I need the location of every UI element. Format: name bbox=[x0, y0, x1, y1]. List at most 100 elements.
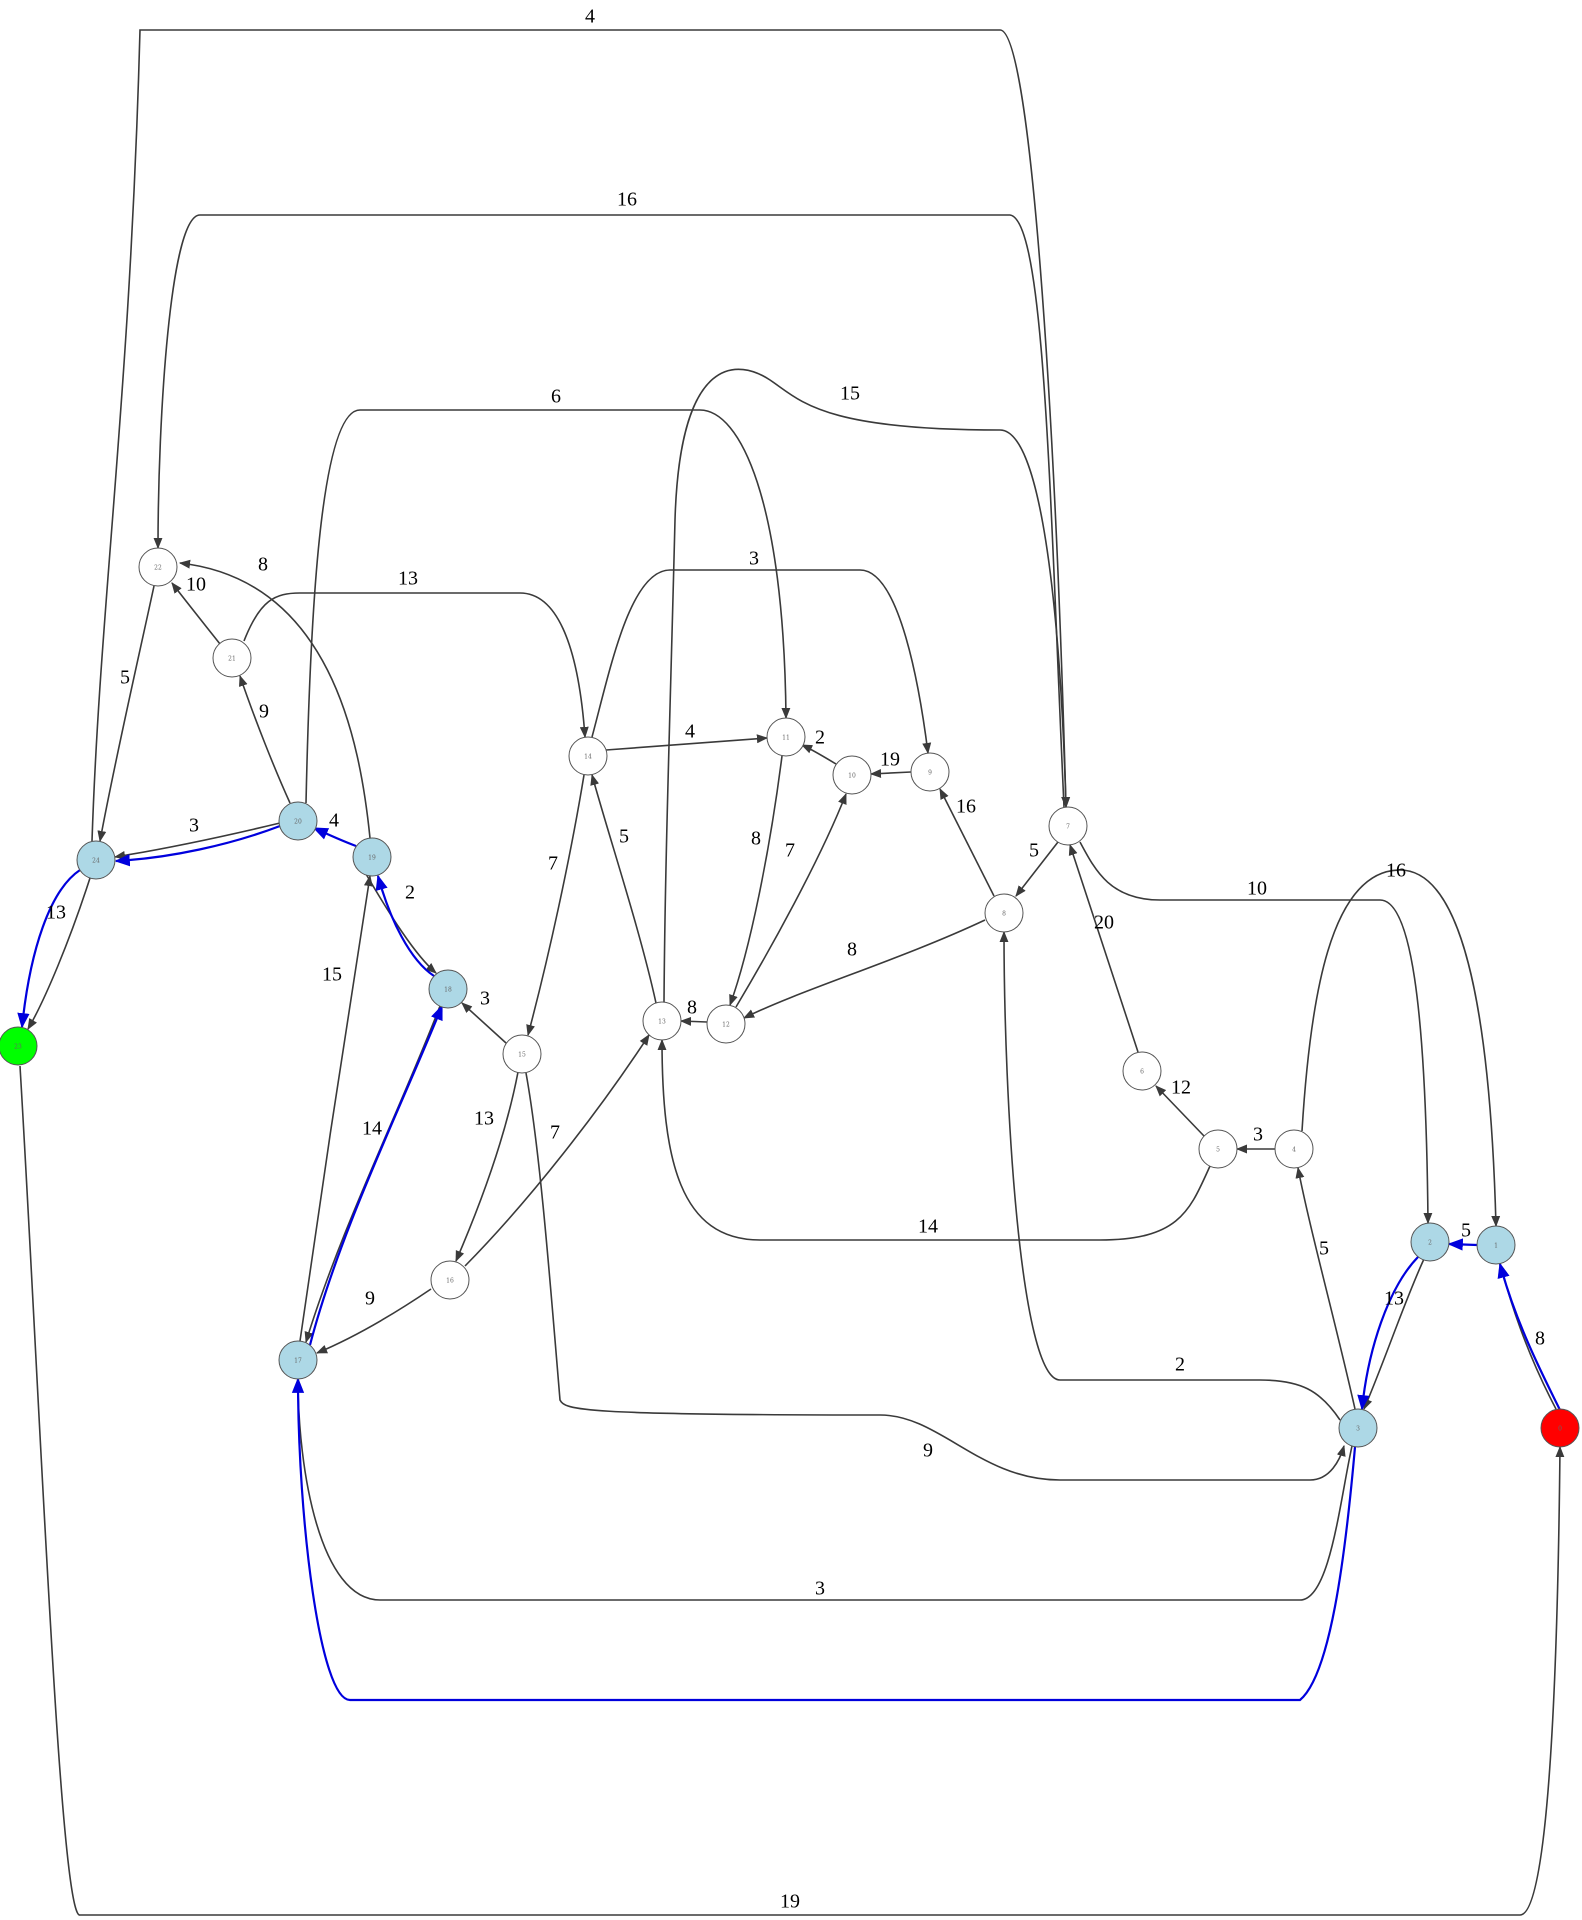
edge-weight-2-to-3: 13 bbox=[1384, 1288, 1404, 1310]
edge-weight-14-to-11: 4 bbox=[685, 721, 695, 743]
node-11: 11 bbox=[766, 717, 806, 757]
node-18-label: 18 bbox=[444, 987, 452, 994]
node-12: 12 bbox=[706, 1004, 746, 1044]
edge-weight-4-to-5: 3 bbox=[1253, 1124, 1263, 1146]
edge-22-to-24 bbox=[97, 585, 155, 843]
edge-12-to-13 bbox=[679, 1016, 708, 1026]
node-9-label: 9 bbox=[928, 770, 932, 777]
edge-weight-4-to-1: 16 bbox=[1386, 860, 1406, 882]
node-6: 6 bbox=[1122, 1051, 1162, 1091]
node-11-label: 11 bbox=[782, 735, 790, 742]
edge-17-to-18 bbox=[308, 1004, 444, 1346]
node-10-label: 10 bbox=[848, 773, 856, 780]
node-1: 1 bbox=[1476, 1225, 1516, 1265]
edge-weight-8-to-9: 16 bbox=[956, 796, 976, 818]
node-10: 10 bbox=[832, 755, 872, 795]
edge-24-to-23 bbox=[27, 877, 91, 1030]
node-4: 4 bbox=[1274, 1129, 1314, 1169]
node-16: 16 bbox=[430, 1260, 470, 1300]
edge-3-to-4 bbox=[1295, 1166, 1356, 1410]
edge-weight-15-to-18: 3 bbox=[480, 988, 490, 1010]
edge-weight-13-to-7: 15 bbox=[840, 383, 860, 405]
edge-17-to-19 bbox=[299, 874, 373, 1342]
node-16-circle bbox=[430, 1260, 470, 1300]
edge-8-to-12 bbox=[742, 919, 986, 1019]
edge-4-to-1 bbox=[1301, 869, 1501, 1228]
edge-15-to-16 bbox=[455, 1071, 519, 1263]
node-14-label: 14 bbox=[584, 754, 592, 761]
edge-2-to-3 bbox=[1357, 1256, 1419, 1411]
edge-21-to-14 bbox=[243, 592, 589, 739]
edge-weight-20-to-24: 3 bbox=[189, 815, 199, 837]
edge-weight-3-to-4: 5 bbox=[1319, 1238, 1329, 1260]
node-2-circle bbox=[1410, 1222, 1450, 1262]
edge-weight-11-to-12: 8 bbox=[751, 828, 761, 850]
edge-16-to-13 bbox=[464, 1034, 650, 1267]
edge-weight-5-to-6: 12 bbox=[1171, 1077, 1191, 1099]
edge-15-to-3 bbox=[525, 1072, 1346, 1481]
node-16-label: 16 bbox=[446, 1278, 454, 1285]
edge-weight-20-to-11: 6 bbox=[551, 386, 561, 408]
edge-24-to-23 bbox=[17, 869, 81, 1029]
edge-15-to-18 bbox=[461, 1002, 507, 1044]
node-18: 18 bbox=[428, 969, 468, 1009]
node-17-circle bbox=[278, 1340, 318, 1380]
node-23-circle bbox=[0, 1026, 38, 1066]
node-5-circle bbox=[1198, 1129, 1238, 1169]
node-19-circle bbox=[352, 837, 392, 877]
edge-weight-7-to-2: 10 bbox=[1247, 878, 1267, 900]
node-24: 24 bbox=[76, 840, 116, 880]
edge-2-to-3 bbox=[1363, 1258, 1425, 1411]
node-13-label: 13 bbox=[658, 1019, 666, 1026]
edge-weight-19-to-20: 4 bbox=[329, 810, 339, 832]
node-3-circle bbox=[1338, 1408, 1378, 1448]
edge-6-to-7 bbox=[1068, 843, 1139, 1053]
edge-weight-5-to-13: 14 bbox=[918, 1216, 938, 1238]
node-11-circle bbox=[766, 717, 806, 757]
node-3: 3 bbox=[1338, 1408, 1378, 1448]
edge-weight-6-to-7: 20 bbox=[1094, 912, 1114, 934]
edge-weight-15-to-16: 13 bbox=[474, 1108, 494, 1130]
node-4-circle bbox=[1274, 1129, 1314, 1169]
edge-19-to-20 bbox=[312, 827, 357, 848]
edge-5-to-13 bbox=[657, 1038, 1211, 1241]
edge-13-to-7 bbox=[663, 368, 1071, 1003]
edge-14-to-9 bbox=[591, 569, 932, 755]
edge-19-to-18 bbox=[365, 873, 437, 974]
edge-weight-0-to-1: 8 bbox=[1535, 1328, 1545, 1350]
edge-3-to-8 bbox=[999, 930, 1341, 1421]
edge-7-to-2 bbox=[1079, 841, 1433, 1225]
node-2-label: 2 bbox=[1428, 1240, 1432, 1247]
edge-weight-19-to-22: 8 bbox=[258, 554, 268, 576]
edge-weight-17-to-18: 14 bbox=[362, 1118, 382, 1140]
edge-weight-22-to-24: 5 bbox=[120, 667, 130, 689]
node-21-circle bbox=[212, 638, 252, 678]
edge-23-to-0 bbox=[19, 1065, 1565, 1916]
node-14-circle bbox=[568, 736, 608, 776]
node-12-circle bbox=[706, 1004, 746, 1044]
edge-5-to-6 bbox=[1155, 1085, 1205, 1137]
node-20-circle bbox=[278, 801, 318, 841]
edge-weight-18-to-19: 2 bbox=[405, 882, 415, 904]
node-13-circle bbox=[642, 1001, 682, 1041]
node-24-label: 24 bbox=[92, 858, 100, 865]
node-7: 7 bbox=[1048, 806, 1088, 846]
edge-24-to-7 bbox=[91, 29, 1071, 842]
edge-0-to-1 bbox=[1497, 1262, 1561, 1411]
node-15: 15 bbox=[502, 1034, 542, 1074]
edge-1-to-2 bbox=[1447, 1238, 1478, 1251]
edge-7-to-22 bbox=[153, 214, 1065, 808]
node-5: 5 bbox=[1198, 1129, 1238, 1169]
node-22: 22 bbox=[138, 547, 178, 587]
node-15-label: 15 bbox=[518, 1052, 526, 1059]
node-21: 21 bbox=[212, 638, 252, 678]
edge-14-to-11 bbox=[605, 734, 769, 751]
node-19-label: 19 bbox=[368, 855, 376, 862]
edge-11-to-12 bbox=[729, 755, 783, 1007]
edge-weight-21-to-22: 10 bbox=[186, 574, 206, 596]
node-14: 14 bbox=[568, 736, 608, 776]
edge-weight-24-to-23: 13 bbox=[46, 902, 66, 924]
node-2: 2 bbox=[1410, 1222, 1450, 1262]
